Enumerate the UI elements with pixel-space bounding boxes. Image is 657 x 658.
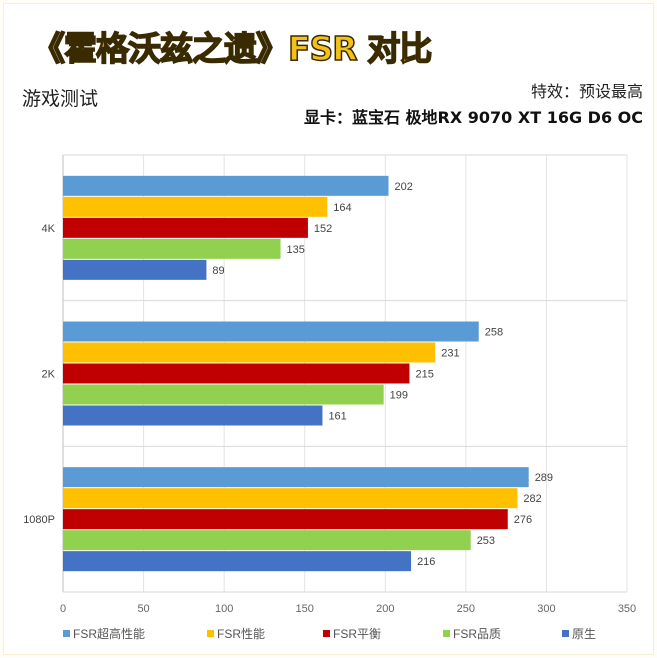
- data-label: 289: [535, 472, 553, 484]
- bar: [63, 238, 281, 259]
- data-label: 258: [485, 327, 503, 339]
- legend-label: FSR品质: [453, 627, 501, 641]
- legend-swatch: [323, 630, 330, 637]
- bar: [63, 551, 412, 572]
- bar: [63, 467, 529, 488]
- x-tick-label: 350: [618, 603, 636, 615]
- gpu-label: 显卡：蓝宝石 极地RX 9070 XT 16G D6 OC: [303, 108, 643, 127]
- data-label: 152: [314, 223, 332, 235]
- bar: [63, 259, 207, 280]
- chart-subtitle: 游戏测试: [22, 88, 99, 110]
- x-tick-label: 50: [137, 603, 149, 615]
- bar: [63, 196, 328, 217]
- legend-swatch: [63, 630, 70, 637]
- legend-label: 原生: [572, 627, 596, 641]
- data-label: 199: [390, 390, 408, 402]
- bar: [63, 175, 389, 196]
- bar: [63, 509, 508, 530]
- legend-label: FSR性能: [217, 627, 265, 641]
- legend-label: FSR平衡: [333, 627, 381, 641]
- data-label: 231: [441, 348, 459, 360]
- x-tick-label: 150: [296, 603, 314, 615]
- settings-label: 特效：预设最高: [530, 82, 643, 101]
- bar: [63, 488, 518, 509]
- bar: [63, 217, 308, 238]
- data-label: 164: [333, 202, 351, 214]
- data-label: 202: [395, 181, 413, 193]
- legend-swatch: [443, 630, 450, 637]
- data-label: 161: [328, 411, 346, 423]
- legend-swatch: [562, 630, 569, 637]
- bar: [63, 321, 479, 342]
- category-label: 1080P: [23, 514, 55, 526]
- data-label: 135: [287, 244, 305, 256]
- legend-swatch: [207, 630, 214, 637]
- bar: [63, 342, 436, 363]
- chart-title: 《霍格沃兹之遗》FSR 对比: [31, 28, 433, 69]
- data-label: 276: [514, 514, 532, 526]
- data-label: 89: [212, 265, 224, 277]
- data-label: 253: [477, 535, 495, 547]
- data-label: 215: [415, 369, 433, 381]
- bar: [63, 405, 323, 426]
- x-tick-label: 250: [457, 603, 475, 615]
- category-label: 4K: [42, 223, 56, 235]
- bar: [63, 530, 471, 551]
- x-tick-label: 100: [215, 603, 233, 615]
- bar: [63, 363, 410, 384]
- bar: [63, 384, 384, 405]
- x-tick-label: 200: [376, 603, 394, 615]
- category-label: 2K: [42, 369, 56, 381]
- data-label: 282: [523, 493, 541, 505]
- data-label: 216: [417, 556, 435, 568]
- x-tick-label: 300: [537, 603, 555, 615]
- x-tick-label: 0: [60, 603, 66, 615]
- legend-label: FSR超高性能: [73, 626, 145, 641]
